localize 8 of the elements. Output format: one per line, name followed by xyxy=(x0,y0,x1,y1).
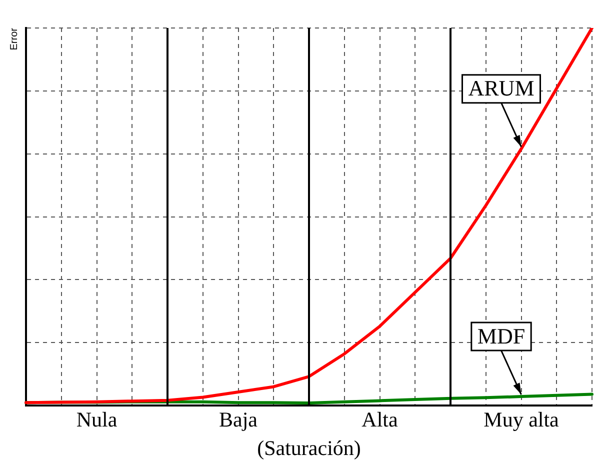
y-axis-title: Error xyxy=(8,27,20,50)
x-axis-title: (Saturación) xyxy=(257,436,361,460)
x-tick-label: Alta xyxy=(362,408,399,432)
series-label: ARUM xyxy=(468,76,534,101)
x-tick-label: Baja xyxy=(219,408,258,432)
x-tick-label: Nula xyxy=(76,408,118,432)
x-tick-label: Muy alta xyxy=(484,408,560,432)
text: MDF xyxy=(477,323,526,348)
